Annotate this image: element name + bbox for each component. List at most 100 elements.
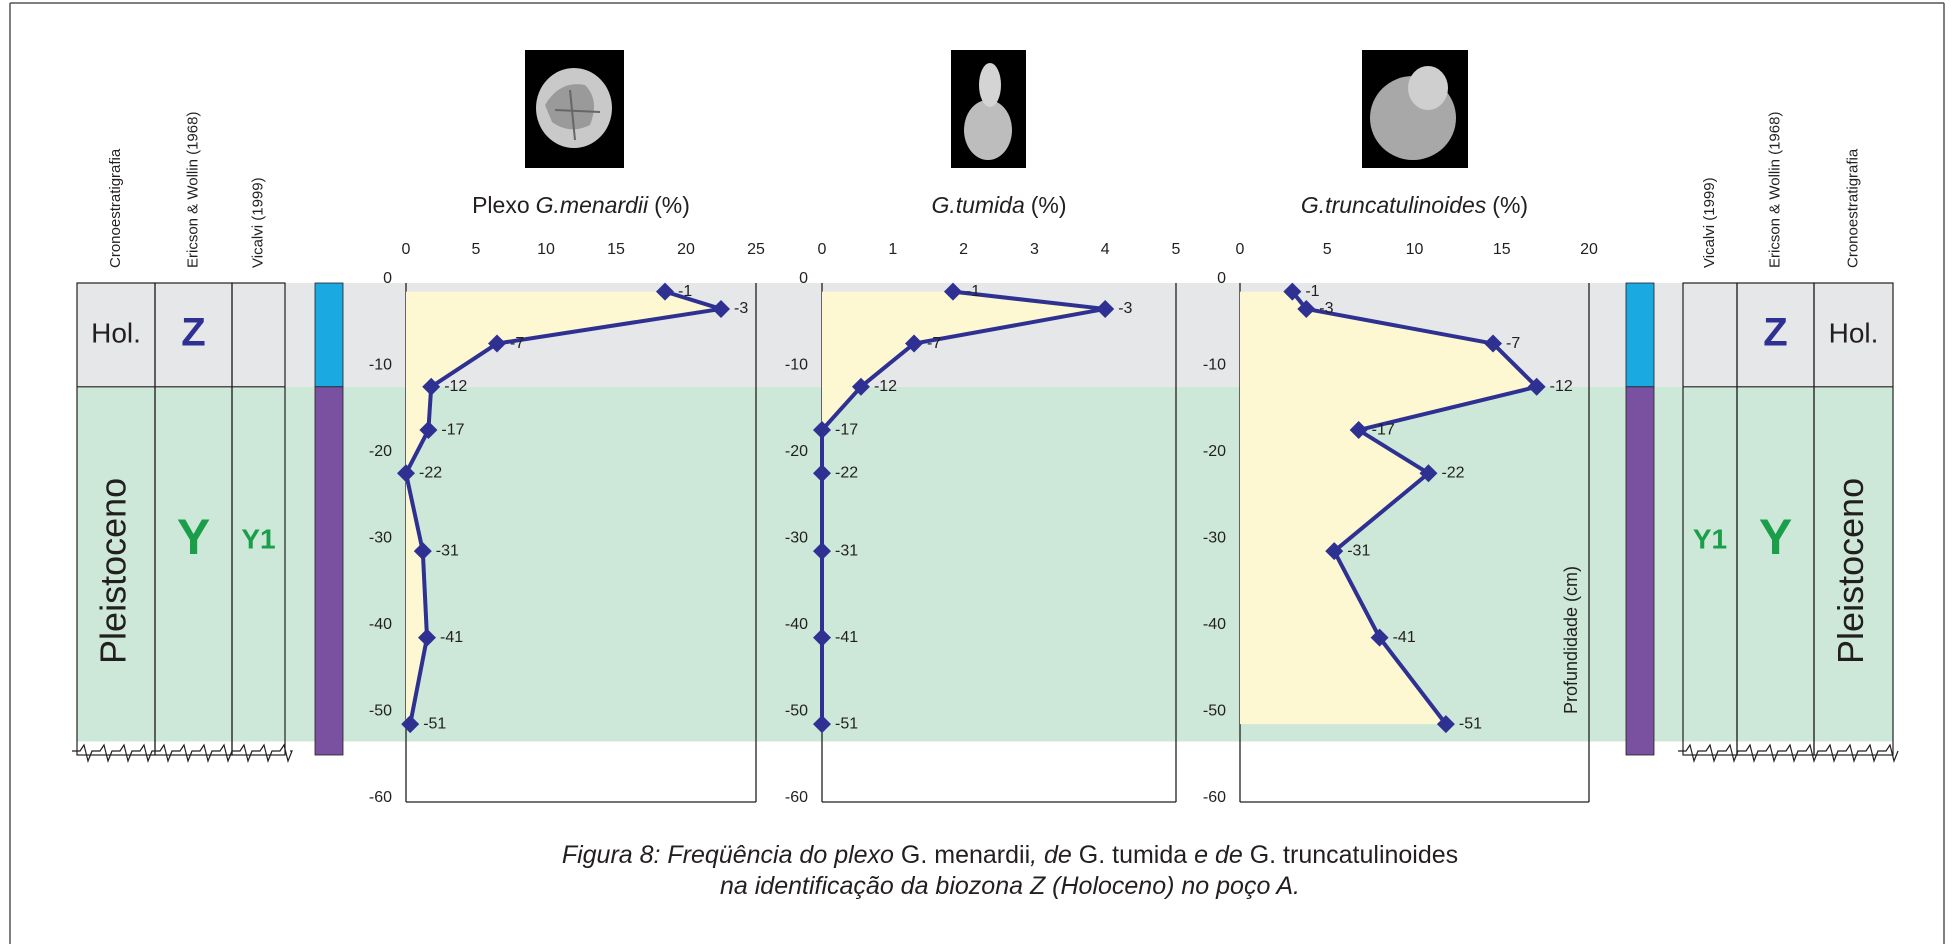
marker [813, 628, 831, 647]
caption-text: G. tumida [1078, 841, 1188, 869]
data-label: -31 [436, 542, 459, 559]
biozone-label: Z [181, 310, 205, 354]
epoch-label: Hol. [1829, 317, 1879, 348]
data-label: -1 [966, 283, 980, 300]
x-tick-label: 0 [818, 241, 827, 258]
y-axis-label: Profundidade (cm) [1561, 566, 1581, 714]
marker [656, 282, 674, 301]
title-prefix: Plexo [472, 192, 530, 218]
column-header: Vicalvi (1999) [1701, 177, 1718, 268]
title-unit: (%) [654, 192, 690, 218]
title-species: G.truncatulinoides [1301, 192, 1487, 218]
y-tick-label: -60 [785, 789, 808, 806]
subzone-label: Y1 [1693, 523, 1727, 554]
y-tick-label: -40 [369, 616, 392, 633]
photo [525, 50, 624, 168]
area [406, 291, 721, 725]
biozone-label: Z [1763, 310, 1787, 354]
x-tick-label: 20 [1580, 241, 1598, 258]
marker [413, 542, 432, 561]
marker [1349, 421, 1368, 440]
caption-line: Figura 8: Freqüência do plexo G. menardi… [0, 840, 1954, 871]
data-label: -41 [440, 629, 463, 646]
biozone-label: Y [1759, 509, 1792, 565]
subzone-label: Y1 [241, 523, 275, 554]
y-tick-label: -50 [369, 703, 392, 720]
caption-text: e de [1187, 841, 1250, 869]
data-label: -1 [1305, 283, 1319, 300]
marker [1297, 299, 1316, 318]
marker [1283, 282, 1302, 301]
chart-title: G.truncatulinoides (%) [1301, 192, 1528, 218]
y-tick-label: -10 [1203, 357, 1226, 374]
y-tick-label: -10 [369, 357, 392, 374]
marker [905, 334, 924, 353]
strat-column [231, 282, 286, 756]
caption-text: G. menardii [900, 841, 1031, 869]
zone-bar [314, 386, 344, 756]
marker [422, 377, 441, 396]
marker [1370, 628, 1389, 647]
x-tick-label: 5 [472, 241, 481, 258]
marker [397, 464, 415, 483]
y-tick-label: 0 [799, 270, 808, 287]
marker [1096, 299, 1115, 318]
marker [419, 421, 438, 440]
title-unit: (%) [1492, 192, 1528, 218]
data-label: -41 [1393, 629, 1416, 646]
x-tick-label: 0 [1236, 241, 1245, 258]
data-label: -22 [835, 465, 858, 482]
epoch-label: Pleistoceno [93, 478, 134, 664]
frame [9, 2, 1945, 944]
data-label: -17 [1372, 421, 1395, 438]
marker [418, 628, 436, 647]
marker [401, 715, 420, 734]
chart-title: Plexo G.menardii (%) [472, 192, 690, 218]
data-label: -31 [835, 542, 858, 559]
data-label: -12 [874, 378, 897, 395]
x-tick-label: 15 [1493, 241, 1511, 258]
y-tick-label: -30 [1203, 530, 1226, 547]
data-label: -7 [927, 335, 941, 352]
strat-column [1813, 282, 1894, 756]
zone-bar [1625, 386, 1655, 756]
y-tick-label: -40 [1203, 616, 1226, 633]
data-label: -17 [441, 421, 464, 438]
y-tick-label: -60 [1203, 789, 1226, 806]
caption-text: na identificação da biozona Z (Holoceno)… [720, 872, 1300, 900]
x-tick-label: 10 [1406, 241, 1424, 258]
zone-bar [314, 282, 344, 388]
column-header: Cronoestratigrafia [1844, 148, 1861, 268]
y-tick-label: -50 [1203, 703, 1226, 720]
title-species: G.menardii [536, 192, 649, 218]
title-unit: (%) [1031, 192, 1067, 218]
x-tick-label: 0 [402, 241, 411, 258]
y-tick-label: -20 [785, 443, 808, 460]
marker [1325, 542, 1344, 561]
caption-text: Figura 8: Freqüência do plexo [561, 841, 901, 869]
y-tick-label: -20 [369, 443, 392, 460]
data-label: -51 [423, 715, 446, 732]
data-label: -3 [734, 300, 748, 317]
data-label: -51 [1459, 715, 1482, 732]
caption-text: , de [1030, 841, 1079, 869]
marker [851, 377, 870, 396]
marker [943, 282, 962, 301]
x-tick-label: 10 [537, 241, 555, 258]
x-tick-label: 5 [1323, 241, 1332, 258]
marker [813, 464, 831, 483]
area [1240, 291, 1537, 725]
chart-title: G.tumida (%) [931, 192, 1066, 218]
x-tick-label: 2 [959, 241, 968, 258]
x-tick-label: 20 [677, 241, 695, 258]
column-break [72, 743, 293, 763]
y-tick-label: -40 [785, 616, 808, 633]
y-tick-label: 0 [383, 270, 392, 287]
data-label: -3 [1118, 300, 1132, 317]
y-tick-label: -30 [785, 530, 808, 547]
marker [712, 299, 730, 318]
y-tick-label: 0 [1217, 270, 1226, 287]
data-label: -1 [678, 283, 692, 300]
